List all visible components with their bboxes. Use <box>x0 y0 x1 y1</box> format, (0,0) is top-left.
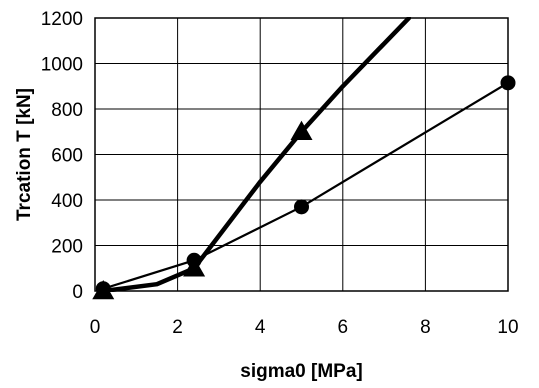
x-tick-label: 2 <box>172 317 183 338</box>
series-markers <box>92 75 516 300</box>
y-tick-label: 1200 <box>41 9 83 30</box>
series-2-marker-circle <box>95 281 111 297</box>
series-2-marker-circle <box>294 199 309 215</box>
tick-labels: 0 2 4 6 8 10 0 200 400 600 800 1000 1200 <box>41 9 519 338</box>
x-tick-label: 10 <box>497 317 518 338</box>
y-tick-label: 200 <box>51 237 83 258</box>
series-2-line <box>102 81 508 290</box>
x-tick-label: 6 <box>338 317 349 338</box>
y-tick-label: 0 <box>72 282 83 303</box>
y-axis-title: Trcation T [kN] <box>14 88 35 221</box>
x-tick-label: 8 <box>420 317 431 338</box>
series-lines <box>101 17 508 292</box>
x-tick-label: 0 <box>90 317 101 338</box>
series-1-marker-triangle <box>290 120 313 140</box>
series-2-marker-circle <box>500 75 516 91</box>
series-1-line <box>101 17 412 292</box>
x-axis-title: sigma0 [MPa] <box>240 361 362 382</box>
y-tick-label: 400 <box>51 191 83 212</box>
y-tick-label: 1000 <box>41 55 83 76</box>
x-tick-label: 4 <box>255 317 266 338</box>
y-tick-label: 600 <box>51 146 83 167</box>
y-tick-label: 800 <box>51 100 83 121</box>
series-2-marker-circle <box>186 252 202 268</box>
